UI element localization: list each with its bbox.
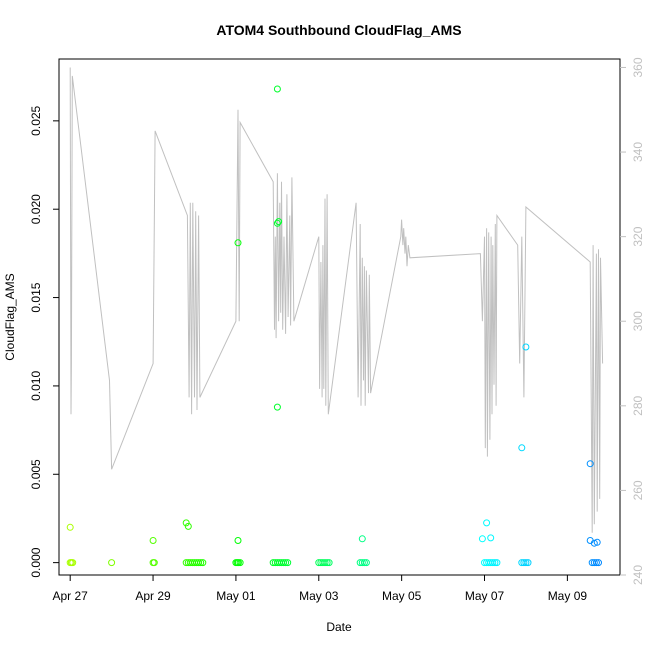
data-point xyxy=(358,535,366,543)
data-point xyxy=(478,535,486,543)
x-tick-label: May 05 xyxy=(382,589,422,603)
data-point xyxy=(595,559,602,567)
data-point xyxy=(66,523,74,531)
y-axis: 0.000 0.005 0.010 0.015 0.020 0.025 xyxy=(29,105,59,578)
plot-frame xyxy=(58,58,621,576)
data-points xyxy=(66,85,602,567)
data-point xyxy=(518,444,526,452)
data-point xyxy=(586,460,594,468)
y-tick-label: 0.025 xyxy=(29,105,43,135)
data-point xyxy=(273,85,281,93)
data-point xyxy=(282,559,290,567)
data-point xyxy=(108,559,116,567)
y-tick-label: 0.005 xyxy=(29,459,43,489)
data-point xyxy=(489,559,497,567)
data-point xyxy=(273,219,281,227)
data-point xyxy=(182,519,190,527)
data-point xyxy=(280,559,288,567)
y-tick-label: 0.020 xyxy=(29,194,43,224)
right-y-tick-label: 340 xyxy=(631,142,645,162)
right-axis-line xyxy=(69,67,604,533)
data-point xyxy=(273,403,281,411)
data-point xyxy=(197,559,205,567)
chart-title: ATOM4 Southbound CloudFlag_AMS xyxy=(216,22,461,38)
x-tick-label: May 07 xyxy=(465,589,505,603)
x-tick-label: Apr 29 xyxy=(135,589,171,603)
x-tick-label: May 01 xyxy=(216,589,256,603)
y-tick-label: 0.000 xyxy=(29,547,43,577)
data-point xyxy=(522,343,530,351)
data-point xyxy=(360,559,368,567)
right-y-tick-label: 300 xyxy=(631,311,645,331)
data-point xyxy=(590,539,598,547)
right-y-tick-label: 280 xyxy=(631,395,645,415)
x-tick-label: May 03 xyxy=(299,589,339,603)
data-point xyxy=(321,559,329,567)
right-y-tick-label: 360 xyxy=(631,57,645,77)
data-point xyxy=(199,559,207,567)
y-tick-label: 0.015 xyxy=(29,282,43,312)
data-point xyxy=(236,559,244,567)
y-tick-label: 0.010 xyxy=(29,371,43,401)
data-point xyxy=(362,559,370,567)
data-point xyxy=(234,239,242,247)
x-axis-label: Date xyxy=(326,620,352,634)
data-point xyxy=(483,519,491,527)
data-point xyxy=(149,537,157,544)
data-point xyxy=(590,559,598,567)
data-point xyxy=(520,559,528,567)
data-point xyxy=(487,534,495,542)
data-point xyxy=(184,522,192,530)
data-point xyxy=(491,559,499,567)
data-point xyxy=(524,559,532,567)
x-tick-label: May 09 xyxy=(548,589,588,603)
data-point xyxy=(284,559,292,567)
data-point xyxy=(69,559,77,567)
data-point xyxy=(234,537,242,544)
data-point xyxy=(323,559,331,567)
data-point xyxy=(592,559,600,567)
data-point xyxy=(325,559,333,567)
data-point xyxy=(150,559,158,567)
data-point xyxy=(493,559,501,567)
x-axis: Apr 27 Apr 29 May 01 May 03 May 05 May 07 May … xyxy=(53,575,588,603)
right-y-tick-label: 240 xyxy=(631,565,645,585)
right-y-tick-label: 260 xyxy=(631,480,645,500)
y-axis-label: CloudFlag_AMS xyxy=(3,273,17,360)
x-tick-label: Apr 27 xyxy=(53,589,89,603)
data-point xyxy=(522,559,530,567)
right-y-axis: 240 260 280 300 320 340 360 xyxy=(620,57,645,585)
data-point xyxy=(275,218,283,226)
series-line xyxy=(69,67,604,533)
right-y-tick-label: 320 xyxy=(631,226,645,246)
data-point xyxy=(358,559,366,567)
data-point xyxy=(593,538,601,546)
data-point xyxy=(195,559,203,567)
